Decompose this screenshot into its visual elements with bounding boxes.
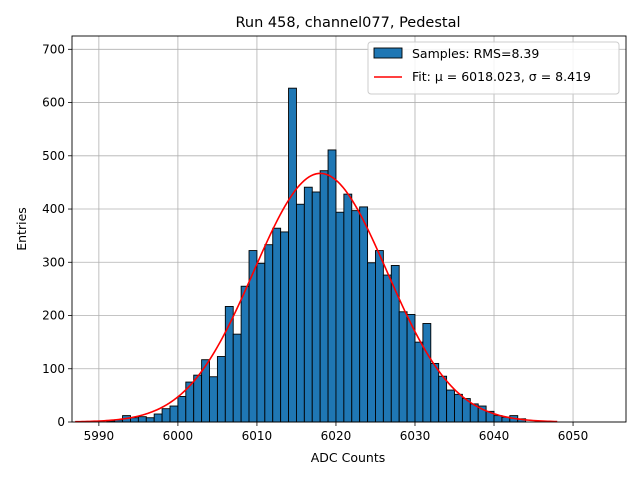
legend-histogram-swatch bbox=[373, 47, 403, 59]
histogram-bar bbox=[446, 389, 455, 423]
chart-title: Run 458, channel077, Pedestal bbox=[235, 15, 460, 31]
histogram-bar bbox=[145, 417, 155, 423]
x-axis-label: ADC Counts bbox=[311, 450, 386, 465]
legend-histogram-label: Samples: RMS=8.39 bbox=[412, 46, 539, 61]
x-tick-label: 6040 bbox=[479, 429, 510, 443]
histogram-bar bbox=[375, 250, 384, 423]
histogram-bar bbox=[343, 193, 353, 423]
histogram-bar bbox=[319, 170, 329, 423]
histogram-bar bbox=[161, 408, 171, 423]
histogram-bar bbox=[288, 87, 297, 423]
y-tick-label: 300 bbox=[42, 255, 65, 269]
histogram-bar bbox=[295, 203, 305, 423]
histogram-bar bbox=[414, 341, 424, 423]
y-tick-label: 600 bbox=[42, 96, 65, 110]
x-axis-ticks: 5990 6000 6010 6020 6030 6040 6050 bbox=[84, 422, 589, 443]
histogram-bar bbox=[264, 244, 274, 423]
histogram-bar bbox=[272, 227, 282, 423]
y-tick-label: 700 bbox=[42, 42, 65, 56]
histogram-bar bbox=[280, 231, 289, 423]
histogram-bar bbox=[327, 149, 337, 423]
histogram-bar bbox=[240, 285, 250, 423]
x-tick-label: 6020 bbox=[321, 429, 352, 443]
histogram-bar bbox=[311, 191, 321, 423]
y-tick-label: 500 bbox=[42, 149, 65, 163]
histogram-bar bbox=[153, 413, 163, 423]
histogram-bar bbox=[232, 333, 242, 423]
legend: Samples: RMS=8.39 Fit: μ = 6018.023, σ =… bbox=[367, 41, 620, 95]
histogram-bar bbox=[169, 405, 179, 423]
histogram-bar bbox=[216, 356, 226, 423]
x-tick-label: 6050 bbox=[558, 429, 589, 443]
histogram-bar bbox=[351, 210, 361, 423]
x-tick-label: 6010 bbox=[242, 429, 273, 443]
histogram-bar bbox=[359, 206, 369, 423]
histogram-bar bbox=[493, 415, 503, 423]
histogram-bar bbox=[454, 393, 463, 423]
y-axis-label: Entries bbox=[14, 207, 29, 251]
y-axis-ticks: 0 100 200 300 400 500 600 700 bbox=[42, 42, 72, 429]
histogram-bar bbox=[335, 211, 345, 423]
histogram-bar bbox=[430, 362, 440, 423]
histogram-bar bbox=[193, 374, 203, 423]
histogram-bar bbox=[248, 250, 258, 423]
histogram-bar bbox=[422, 323, 432, 423]
legend-box bbox=[367, 41, 620, 95]
histogram-bar bbox=[137, 416, 147, 423]
histogram-bar bbox=[177, 395, 187, 423]
x-tick-label: 6000 bbox=[163, 429, 194, 443]
histogram-bar bbox=[303, 186, 313, 423]
legend-fit-label: Fit: μ = 6018.023, σ = 8.419 bbox=[412, 69, 591, 84]
histogram-bar bbox=[438, 375, 448, 423]
histogram-bar bbox=[130, 417, 139, 423]
histogram-bar bbox=[398, 311, 408, 423]
plot-frame bbox=[71, 35, 627, 423]
y-tick-label: 200 bbox=[42, 309, 65, 323]
y-tick-label: 100 bbox=[42, 362, 65, 376]
y-tick-label: 0 bbox=[57, 415, 65, 429]
histogram-bar bbox=[256, 262, 266, 423]
x-tick-label: 5990 bbox=[84, 429, 115, 443]
gaussian-fit-line bbox=[75, 172, 558, 423]
y-tick-label: 400 bbox=[42, 202, 65, 216]
histogram-bar bbox=[209, 376, 218, 423]
histogram-bar bbox=[382, 274, 392, 423]
x-tick-label: 6030 bbox=[400, 429, 431, 443]
histogram-bar bbox=[367, 262, 376, 423]
